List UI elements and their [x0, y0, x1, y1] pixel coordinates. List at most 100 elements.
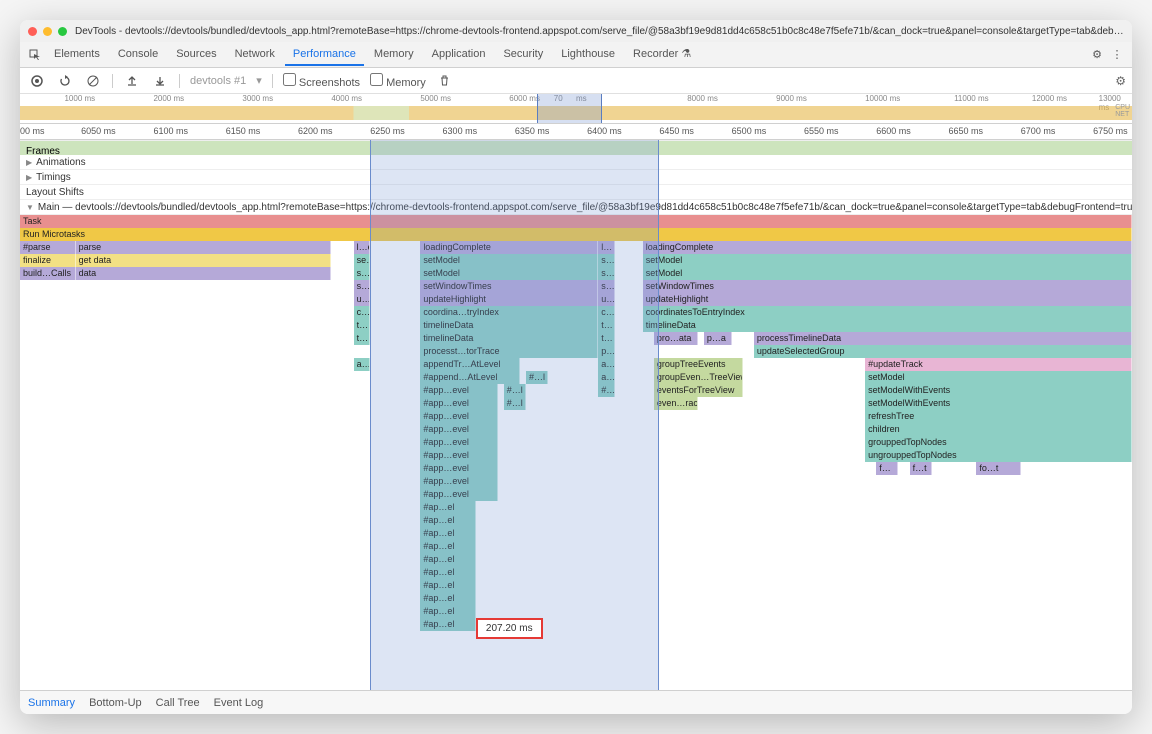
inspect-icon[interactable]	[26, 46, 44, 64]
flame-bar[interactable]: Run Microtasks	[20, 228, 1132, 241]
flame-bar[interactable]: s…l	[354, 267, 371, 280]
flame-bar[interactable]: t…	[598, 319, 615, 332]
close-icon[interactable]	[28, 27, 37, 36]
flame-bar[interactable]: parse	[76, 241, 332, 254]
flame-bar[interactable]: groupEven…TreeView	[654, 371, 743, 384]
flame-bar[interactable]: setWindowTimes	[420, 280, 598, 293]
panel-tab-performance[interactable]: Performance	[285, 44, 364, 66]
panel-tab-lighthouse[interactable]: Lighthouse	[553, 44, 623, 66]
flame-bar[interactable]: #app…evel	[420, 475, 498, 488]
flame-bar[interactable]: updateSelectedGroup	[754, 345, 1132, 358]
layout-shifts-track[interactable]: Layout Shifts	[20, 185, 1132, 200]
main-track[interactable]: ▼Main — devtools://devtools/bundled/devt…	[20, 200, 1132, 215]
flame-bar[interactable]: c…	[598, 306, 615, 319]
panel-tab-elements[interactable]: Elements	[46, 44, 108, 66]
details-tab-summary[interactable]: Summary	[28, 697, 75, 709]
flame-bar[interactable]: f…t	[910, 462, 932, 475]
flame-bar[interactable]: #append…AtLevel	[420, 371, 520, 384]
flame-bar[interactable]: setModel	[643, 254, 1132, 267]
flame-bar[interactable]: p…a	[704, 332, 732, 345]
flame-bar[interactable]: updateHighlight	[643, 293, 1132, 306]
flame-bar[interactable]: timelineData	[420, 332, 598, 345]
panel-settings-icon[interactable]: ⚙	[1115, 74, 1126, 88]
flame-bar[interactable]: #ap…el	[420, 618, 476, 631]
more-icon[interactable]: ⋮	[1108, 46, 1126, 64]
flame-bar[interactable]: #ap…el	[420, 501, 476, 514]
animations-track[interactable]: ▶Animations	[20, 155, 1132, 170]
flame-bar[interactable]: build…Calls	[20, 267, 76, 280]
flame-bar[interactable]: grouppedTopNodes	[865, 436, 1132, 449]
flame-bar[interactable]: a…	[598, 371, 615, 384]
flame-chart[interactable]: TaskRun Microtasks#parseparse l…e loadingC…	[20, 215, 1132, 631]
panel-tab-network[interactable]: Network	[227, 44, 283, 66]
flame-area[interactable]: Frames 5524.8 ms ▶Animations ▶Timings La…	[20, 140, 1132, 690]
flame-bar[interactable]: f…	[876, 462, 898, 475]
flame-bar[interactable]: processTimelineData	[754, 332, 1132, 345]
flame-bar[interactable]: #ap…el	[420, 566, 476, 579]
details-tab-eventlog[interactable]: Event Log	[214, 697, 264, 709]
download-icon[interactable]	[151, 72, 169, 90]
flame-bar[interactable]: timelineData	[420, 319, 598, 332]
flame-bar[interactable]: #ap…el	[420, 579, 476, 592]
flame-bar[interactable]: #updateTrack	[865, 358, 1132, 371]
clear-icon[interactable]	[84, 72, 102, 90]
flame-bar[interactable]: #app…evel	[420, 410, 498, 423]
timeline-ruler[interactable]: 00 ms6050 ms6100 ms6150 ms6200 ms6250 ms…	[20, 124, 1132, 140]
flame-bar[interactable]: children	[865, 423, 1132, 436]
flame-bar[interactable]: #parse	[20, 241, 76, 254]
trash-icon[interactable]	[436, 72, 454, 90]
flame-bar[interactable]: ungrouppedTopNodes	[865, 449, 1132, 462]
flame-bar[interactable]: s…	[598, 254, 615, 267]
flame-bar[interactable]: #…l	[504, 397, 526, 410]
flame-bar[interactable]: l…	[598, 241, 615, 254]
minimize-icon[interactable]	[43, 27, 52, 36]
flame-bar[interactable]: get data	[76, 254, 332, 267]
flame-bar[interactable]: s…	[598, 267, 615, 280]
flame-bar[interactable]: groupTreeEvents	[654, 358, 743, 371]
details-tab-bottomup[interactable]: Bottom-Up	[89, 697, 142, 709]
flame-bar[interactable]: #app…evel	[420, 384, 498, 397]
flame-bar[interactable]: loadingComplete	[420, 241, 598, 254]
flame-bar[interactable]: a…	[598, 358, 615, 371]
flame-bar[interactable]: s…	[354, 280, 371, 293]
flame-bar[interactable]: coordina…tryIndex	[420, 306, 598, 319]
flame-bar[interactable]: processt…torTrace	[420, 345, 598, 358]
reload-icon[interactable]	[56, 72, 74, 90]
panel-tab-memory[interactable]: Memory	[366, 44, 422, 66]
zoom-icon[interactable]	[58, 27, 67, 36]
flame-bar[interactable]: coordinatesToEntryIndex	[643, 306, 1132, 319]
record-icon[interactable]	[28, 72, 46, 90]
flame-bar[interactable]: #app…evel	[420, 462, 498, 475]
flame-bar[interactable]: t…	[354, 332, 371, 345]
flame-bar[interactable]: setModelWithEvents	[865, 397, 1132, 410]
panel-tab-console[interactable]: Console	[110, 44, 166, 66]
flame-bar[interactable]: pro…ata	[654, 332, 698, 345]
details-tab-calltree[interactable]: Call Tree	[156, 697, 200, 709]
flame-bar[interactable]: setWindowTimes	[643, 280, 1132, 293]
flame-bar[interactable]: setModel	[420, 254, 598, 267]
flame-bar[interactable]: u…	[598, 293, 615, 306]
flame-bar[interactable]: t…	[598, 332, 615, 345]
flame-bar[interactable]: setModel	[643, 267, 1132, 280]
flame-bar[interactable]: setModel	[865, 371, 1132, 384]
flame-bar[interactable]: s…	[598, 280, 615, 293]
panel-tab-recorder[interactable]: Recorder ⚗	[625, 43, 699, 66]
flame-bar[interactable]: eventsForTreeView	[654, 384, 743, 397]
memory-checkbox[interactable]: Memory	[370, 73, 426, 89]
flame-bar[interactable]: #ap…el	[420, 605, 476, 618]
screenshots-checkbox[interactable]: Screenshots	[283, 73, 360, 89]
flame-bar[interactable]: #app…evel	[420, 397, 498, 410]
flame-bar[interactable]: appendTr…AtLevel	[420, 358, 520, 371]
flame-bar[interactable]: Task	[20, 215, 1132, 228]
flame-bar[interactable]: refreshTree	[865, 410, 1132, 423]
flame-bar[interactable]: #ap…el	[420, 540, 476, 553]
flame-bar[interactable]: p…	[598, 345, 615, 358]
flame-bar[interactable]: finalize	[20, 254, 76, 267]
flame-bar[interactable]: #…l	[526, 371, 548, 384]
flame-bar[interactable]: se…l	[354, 254, 371, 267]
flame-bar[interactable]: #app…evel	[420, 449, 498, 462]
flame-bar[interactable]: l…e	[354, 241, 371, 254]
flame-bar[interactable]: setModel	[420, 267, 598, 280]
overview-chart[interactable]: 1000 ms2000 ms3000 ms4000 ms5000 ms6000 …	[20, 94, 1132, 124]
flame-bar[interactable]: #ap…el	[420, 553, 476, 566]
